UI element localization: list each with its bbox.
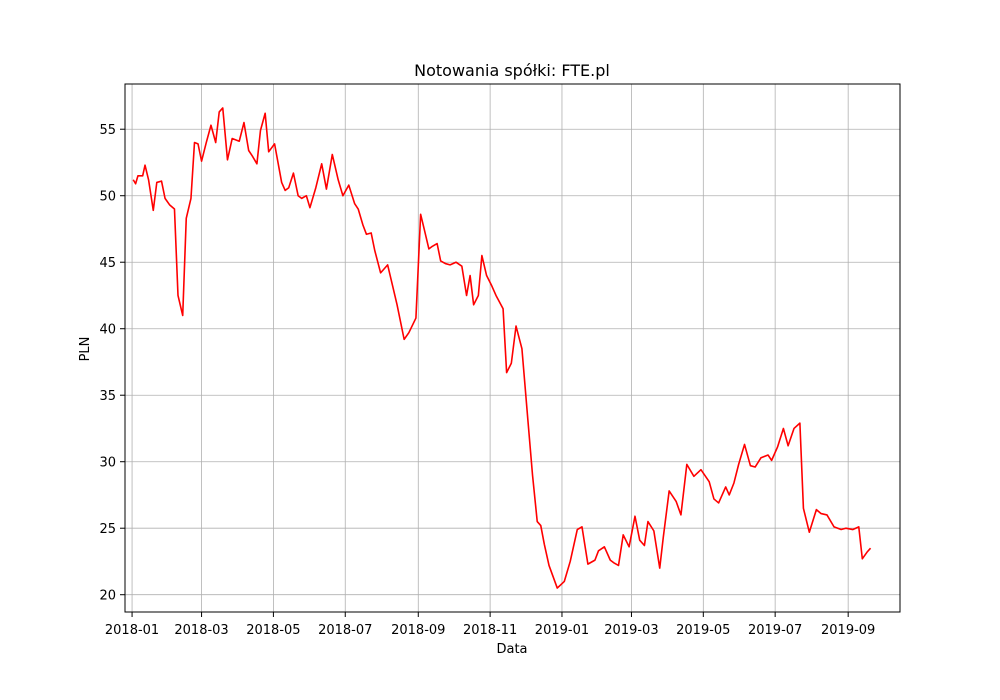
x-tick-label: 2019-05 (676, 623, 730, 638)
x-axis-label: Data (496, 642, 527, 657)
plot-area-frame (124, 83, 901, 613)
x-tick-label: 2019-01 (535, 623, 589, 638)
x-axis-ticks: 2018-01 2018-03 2018-05 2018-07 2018-09 2018-… (105, 612, 875, 638)
series-line (132, 107, 872, 589)
x-tick-label: 2018-07 (318, 623, 372, 638)
y-tick-label: 30 (99, 456, 116, 471)
x-tick-label: 2018-11 (463, 623, 517, 638)
y-tick-label: 40 (99, 323, 116, 338)
x-tick-label: 2019-07 (748, 623, 802, 638)
y-tick-label: 35 (99, 389, 116, 404)
series-layer (132, 107, 872, 589)
y-tick-label: 20 (99, 589, 116, 604)
chart-title: Notowania spółki: FTE.pl (414, 61, 610, 80)
grid-lines (125, 84, 900, 612)
x-tick-label: 2019-09 (821, 623, 875, 638)
y-tick-label: 55 (99, 123, 116, 138)
x-tick-label: 2018-01 (105, 623, 159, 638)
x-tick-label: 2018-03 (174, 623, 228, 638)
y-tick-label: 45 (99, 256, 116, 271)
y-axis-ticks: 20 25 30 35 40 45 50 55 (99, 123, 125, 604)
x-tick-label: 2019-03 (604, 623, 658, 638)
x-tick-label: 2018-09 (391, 623, 445, 638)
y-tick-label: 50 (99, 190, 116, 205)
y-tick-label: 25 (99, 522, 116, 537)
y-axis-label: PLN (78, 337, 93, 362)
x-tick-label: 2018-05 (246, 623, 300, 638)
